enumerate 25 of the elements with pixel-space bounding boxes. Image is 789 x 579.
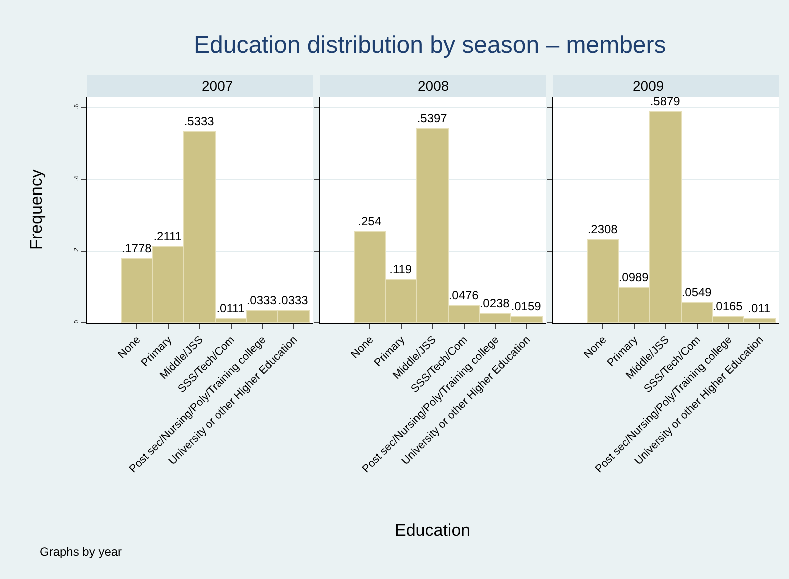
data-label: .2111 — [154, 230, 182, 244]
data-label: .2308 — [588, 222, 618, 236]
data-label: .254 — [358, 214, 382, 228]
data-label: .0549 — [682, 286, 712, 300]
data-label: .0165 — [712, 300, 744, 314]
text: Education distribution by season – members — [194, 32, 666, 59]
data-label: .1778 — [122, 242, 152, 256]
data-label: .0989 — [618, 270, 650, 284]
data-label: .0159 — [511, 300, 542, 314]
chart-subtitle: 2009 — [633, 78, 664, 94]
chart-subtitle: 2008 — [418, 78, 450, 94]
data-label: .5397 — [417, 112, 448, 126]
x-axis-title: Education — [395, 521, 471, 540]
text: Graphs by year — [40, 545, 122, 559]
data-label: .011 — [748, 302, 771, 316]
data-label: .5879 — [650, 94, 681, 108]
data-label: .0476 — [448, 288, 480, 302]
data-label: .0111 — [216, 302, 246, 316]
chart-subtitle: 2007 — [202, 78, 234, 94]
data-label: .0333 — [278, 294, 309, 308]
data-label: .0333 — [246, 294, 278, 308]
y-axis-title: Frequency — [27, 169, 46, 250]
data-label: .5333 — [184, 114, 215, 128]
data-label: .0238 — [480, 296, 510, 310]
data-label: .119 — [390, 262, 412, 276]
